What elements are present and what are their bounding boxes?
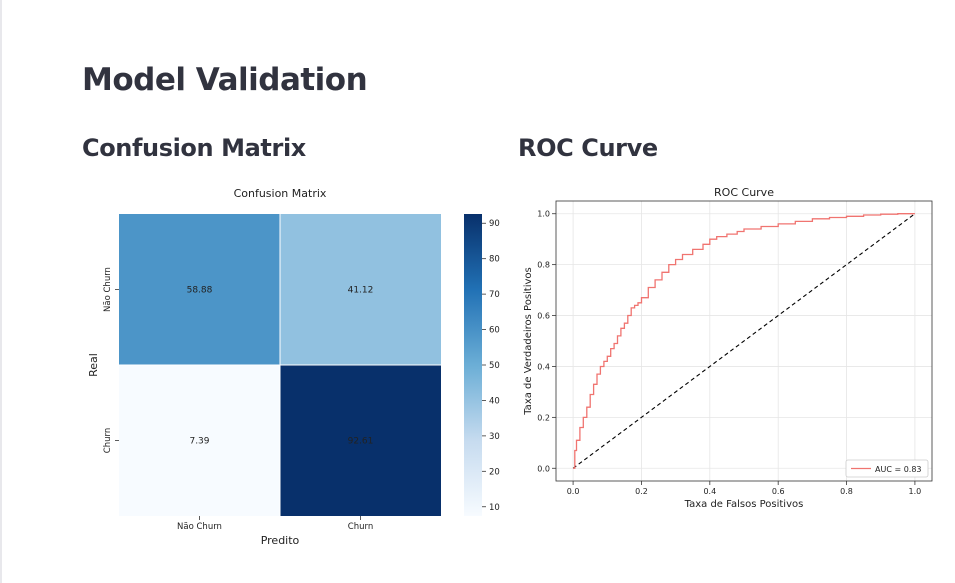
roc-title: ROC Curve xyxy=(714,186,774,199)
roc-ticks: 0.0 0.2 0.4 0.6 0.8 1.0 0.0 0.2 0.4 0.6 0.8 1.0 xyxy=(537,210,921,496)
colorbar-tick-label: 40 xyxy=(489,396,500,406)
roc-x-tick-label: 1.0 xyxy=(909,487,922,496)
cm-axes: Não Churn Churn Não Churn Churn xyxy=(103,267,373,532)
roc-x-tick-label: 0.2 xyxy=(635,487,648,496)
roc-x-tick-label: 0.6 xyxy=(772,487,785,496)
page-title: Model Validation xyxy=(82,62,368,98)
roc-curve-line xyxy=(573,213,915,469)
cm-cell xyxy=(119,365,280,516)
roc-diagonal-line xyxy=(572,213,916,469)
cm-cells: 58.88 41.12 7.39 92.61 xyxy=(119,214,441,516)
roc-plot-frame xyxy=(555,200,933,482)
roc-y-tick-label: 0.4 xyxy=(537,362,550,371)
cm-y-tick-label: Não Churn xyxy=(103,267,113,312)
roc-legend-box xyxy=(845,459,929,478)
cm-title: Confusion Matrix xyxy=(234,187,327,200)
roc-y-tick-label: 0.8 xyxy=(537,261,550,270)
colorbar-tick-label: 60 xyxy=(489,326,500,336)
cm-xlabel: Predito xyxy=(261,534,300,547)
roc-legend-label: AUC = 0.83 xyxy=(875,465,922,474)
roc-y-tick-label: 0.2 xyxy=(537,413,550,422)
colorbar xyxy=(464,214,482,516)
cm-cell xyxy=(280,214,441,365)
cm-x-tick-label: Churn xyxy=(348,522,373,532)
cm-cell xyxy=(119,214,280,365)
roc-x-tick-label: 0.0 xyxy=(567,487,580,496)
colorbar-tick-label: 20 xyxy=(489,467,500,477)
left-edge-divider xyxy=(0,0,2,583)
cm-y-tick-label: Churn xyxy=(103,428,113,453)
roc-xlabel: Taxa de Falsos Positivos xyxy=(684,499,804,510)
roc-x-tick-label: 0.8 xyxy=(840,487,853,496)
colorbar-tick-label: 90 xyxy=(489,219,500,229)
roc-y-tick-label: 1.0 xyxy=(537,210,550,219)
cm-cell-label: 7.39 xyxy=(189,437,209,447)
colorbar-tick-label: 10 xyxy=(489,503,500,513)
colorbar-ticks: 10 20 30 40 50 60 70 80 90 xyxy=(482,219,500,513)
roc-y-tick-label: 0.6 xyxy=(537,312,550,321)
colorbar-tick-label: 30 xyxy=(489,432,500,442)
cm-cell-label: 41.12 xyxy=(348,286,374,296)
colorbar-tick-label: 80 xyxy=(489,255,500,265)
cm-cell xyxy=(280,365,441,516)
roc-legend: AUC = 0.83 xyxy=(845,459,929,478)
cm-cell-label: 58.88 xyxy=(187,286,213,296)
roc-y-tick-label: 0.0 xyxy=(537,464,550,473)
cm-cell-label: 92.61 xyxy=(348,437,374,447)
colorbar-tick-label: 50 xyxy=(489,361,500,371)
roc-ylabel: Taxa de Verdadeiros Positivos xyxy=(523,267,534,416)
cm-x-tick-label: Não Churn xyxy=(177,522,222,532)
roc-curve-heading: ROC Curve xyxy=(518,134,658,162)
confusion-matrix-heading: Confusion Matrix xyxy=(82,134,306,162)
colorbar-tick-label: 70 xyxy=(489,290,500,300)
cm-ylabel: Real xyxy=(87,353,100,377)
roc-lines xyxy=(572,213,916,469)
roc-x-tick-label: 0.4 xyxy=(703,487,716,496)
